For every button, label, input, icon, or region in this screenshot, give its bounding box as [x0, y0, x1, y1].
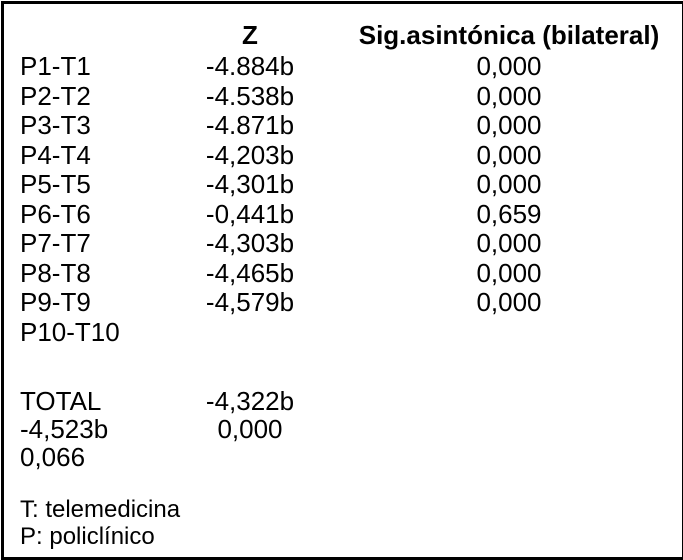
- column-header-sig: Sig.asintónica (bilateral): [358, 20, 660, 50]
- summary-row: 0,066: [4, 443, 682, 471]
- row-label: P8-T8: [20, 257, 91, 288]
- table-row: P9-T9 -4,579b 0,000: [4, 287, 682, 318]
- z-value: -4,203b: [205, 139, 295, 170]
- table-row: P2-T2 -4.538b 0,000: [4, 80, 682, 112]
- z-value: [154, 318, 346, 348]
- row-label: P1-T1: [20, 51, 91, 81]
- row-label: P7-T7: [20, 228, 91, 258]
- z-value: -4,465b: [205, 257, 295, 288]
- z-value: 0,000: [217, 414, 283, 444]
- sig-value: 0,000: [476, 110, 542, 140]
- table-row: P10-T10: [4, 316, 682, 348]
- z-value: -4.871b: [205, 110, 295, 140]
- summary-row-total: TOTAL -4,322b: [4, 387, 682, 415]
- row-label: TOTAL: [20, 386, 102, 416]
- z-value: -4.538b: [205, 80, 295, 111]
- sig-value: [346, 387, 672, 415]
- row-label: P9-T9: [20, 287, 91, 317]
- blank-spacer: [4, 347, 682, 387]
- row-label: P4-T4: [20, 139, 91, 170]
- sig-value: 0,000: [476, 139, 542, 170]
- row-label: P5-T5: [20, 169, 91, 199]
- sig-value: 0,659: [476, 198, 542, 229]
- row-label: P10-T10: [20, 316, 120, 347]
- results-table: Z Sig.asintónica (bilateral) P1-T1 -4.88…: [4, 4, 682, 557]
- row-label: -4,523b: [20, 414, 109, 444]
- row-label: P2-T2: [20, 80, 91, 111]
- row-label: P3-T3: [20, 110, 91, 140]
- sig-value: 0,000: [476, 169, 542, 199]
- z-value: -4,303b: [205, 228, 295, 258]
- sig-value: 0,000: [476, 51, 542, 81]
- z-value: -0,441b: [205, 198, 295, 229]
- table-header-row: Z Sig.asintónica (bilateral): [4, 18, 682, 52]
- sig-value: 0,000: [476, 287, 542, 317]
- sig-value: 0,000: [476, 228, 542, 258]
- table-row: P1-T1 -4.884b 0,000: [4, 51, 682, 82]
- z-value: -4.884b: [205, 51, 295, 81]
- table-row: P5-T5 -4,301b 0,000: [4, 169, 682, 200]
- table-row: P3-T3 -4.871b 0,000: [4, 110, 682, 141]
- table-row: P7-T7 -4,303b 0,000: [4, 228, 682, 259]
- z-value: -4,301b: [205, 169, 295, 199]
- sig-value: 0,000: [476, 80, 542, 111]
- sig-value: 0,000: [476, 257, 542, 288]
- column-header-empty: [20, 18, 154, 52]
- summary-row: -4,523b 0,000: [4, 415, 682, 443]
- footnote-policlinico: P: policlínico: [20, 523, 155, 550]
- sig-value: [346, 443, 672, 471]
- row-label: 0,066: [20, 442, 86, 472]
- row-label: P6-T6: [20, 198, 91, 229]
- sig-value: [346, 318, 672, 348]
- footnote-telemedicina: T: telemedicina: [20, 496, 181, 523]
- table-row: P8-T8 -4,465b 0,000: [4, 257, 682, 289]
- table-row: P6-T6 -0,441b 0,659: [4, 198, 682, 230]
- z-value: -4,322b: [205, 386, 295, 416]
- column-header-z: Z: [242, 20, 258, 50]
- blank-spacer: [4, 471, 682, 496]
- z-value: [154, 443, 346, 471]
- z-value: -4,579b: [205, 287, 295, 317]
- sig-value: [346, 415, 672, 443]
- table-row: P4-T4 -4,203b 0,000: [4, 139, 682, 171]
